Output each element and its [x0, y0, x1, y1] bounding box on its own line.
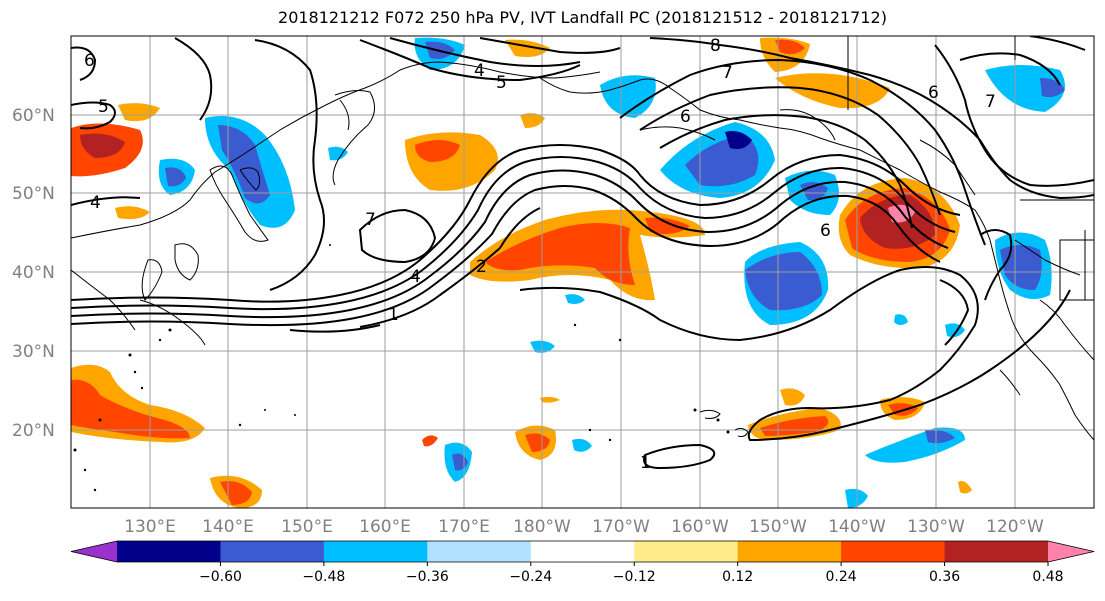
colorbar-tick-label: −0.48 — [302, 569, 345, 585]
lon-label: 150°E — [281, 517, 333, 537]
lon-label: 160°E — [359, 517, 411, 537]
contour-label: 7 — [722, 63, 733, 83]
colorbar-tick-label: −0.24 — [509, 569, 552, 585]
map-title: 2018121212 F072 250 hPa PV, IVT Landfall… — [278, 8, 887, 27]
lon-label: 140°W — [828, 517, 886, 537]
colorbar-segment — [117, 541, 221, 562]
lon-label: 140°E — [202, 517, 254, 537]
lat-label-30n: 30°N — [12, 342, 55, 362]
pv-contours — [71, 36, 1094, 470]
colorbar-segment — [1048, 541, 1094, 562]
lat-label-20n: 20°N — [12, 421, 55, 441]
colorbar-tick-label: 0.12 — [722, 569, 753, 585]
contour-label: 6 — [680, 107, 691, 127]
contour-label: 2 — [476, 257, 487, 277]
colorbar-outline — [70, 540, 1095, 563]
colorbar-segment — [427, 541, 532, 562]
lon-label: 130°W — [907, 517, 965, 537]
lat-label-40n: 40°N — [12, 263, 55, 283]
longitude-labels: 130°E 140°E 150°E 160°E 170°E 180°W 170°… — [124, 517, 1044, 537]
contour-label: 4 — [90, 193, 101, 213]
map-frame — [70, 35, 1095, 509]
lon-label: 130°E — [124, 517, 176, 537]
contour-label: 5 — [98, 97, 109, 117]
contour-label: 5 — [496, 73, 507, 93]
coastlines — [71, 36, 1094, 441]
contour-label: 1 — [388, 305, 399, 325]
lat-label-50n: 50°N — [12, 184, 55, 204]
colorbar-tick-label: 0.36 — [929, 569, 960, 585]
contour-labels: 8 7 6 5 4 4 4 5 6 7 6 2 1 1 7 6 — [84, 36, 996, 473]
lat-label-60n: 60°N — [12, 106, 55, 126]
contour-label: 4 — [474, 61, 485, 81]
islands — [73, 244, 730, 492]
lon-label: 120°W — [986, 517, 1044, 537]
colorbar: −0.60 −0.48 −0.36 −0.24 −0.12 0.12 0.24 0.36 0.4… — [70, 540, 1095, 585]
colorbar-segment — [841, 541, 946, 562]
colorbar-segment — [71, 541, 117, 562]
colorbar-tick-label: −0.12 — [613, 569, 656, 585]
lon-label: 180°W — [513, 517, 571, 537]
contour-label: 6 — [84, 51, 95, 71]
contour-label: 8 — [710, 36, 721, 56]
colorbar-segment — [944, 541, 1049, 562]
colorbar-tick-label: 0.48 — [1032, 569, 1063, 585]
lon-label: 170°W — [592, 517, 650, 537]
colorbar-tick-label: −0.36 — [406, 569, 449, 585]
latitude-labels: 60°N 50°N 40°N 30°N 20°N — [12, 106, 55, 441]
lon-label: 170°E — [438, 517, 490, 537]
colorbar-segment — [737, 541, 842, 562]
gridlines — [71, 36, 1094, 508]
lon-label: 160°W — [671, 517, 729, 537]
contour-label: 7 — [985, 92, 996, 112]
colorbar-segment — [530, 541, 635, 562]
colorbar-tick-label: 0.24 — [826, 569, 857, 585]
colorbar-tick-label: −0.60 — [199, 569, 242, 585]
contour-label: 1 — [640, 453, 651, 473]
contour-label: 6 — [820, 221, 831, 241]
contour-label: 4 — [410, 267, 421, 287]
colorbar-segment — [323, 541, 428, 562]
contour-label: 7 — [365, 210, 376, 230]
colorbar-segment — [220, 541, 325, 562]
lon-label: 150°W — [749, 517, 807, 537]
colorbar-segment — [634, 541, 739, 562]
contour-label: 6 — [928, 83, 939, 103]
